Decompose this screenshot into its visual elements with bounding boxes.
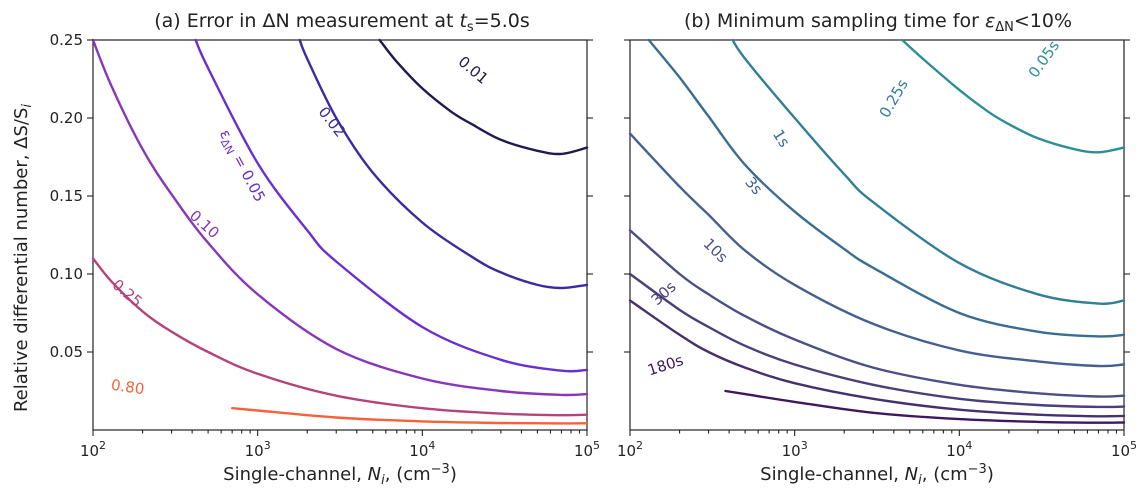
contour-label-0.01: 0.01 [455,53,492,88]
contour-label-10s: 10s [700,235,732,267]
panel-a-y-ticks: 0.05 0.10 0.15 0.20 0.25 [50,31,593,361]
x-tick-label: 105 [574,439,600,460]
contour-line-b-2 [628,272,1126,409]
contour-label-0.80: 0.80 [110,376,146,398]
panel-b-frame [629,39,1125,431]
panel-b-contour-labels: 0.05s 0.25s 1s 3s 10s 30s 180s [645,37,1063,379]
y-tick-label: 0.10 [50,265,83,283]
y-tick-label: 0.20 [50,109,83,127]
y-tick-label: 0.15 [50,187,83,205]
panel-b-curves [628,38,1126,424]
panel-b-x-ticks: 102 103 104 105 [617,430,1137,460]
panel-a-curves [91,38,589,425]
panel-b-y-ticks [624,39,1130,353]
y-axis-label: Relative differential number, ΔS/Si [11,104,35,412]
contour-line-b-7 [901,38,1126,154]
contour-line-a-3 [194,38,589,373]
contour-label-0.25: 0.25 [109,276,146,311]
panel-a-title: (a) Error in ΔN measurement at ts=5.0s [154,10,529,35]
y-tick-label: 0.25 [50,31,83,49]
contour-line-a-1 [91,257,589,417]
panel-a-frame [92,39,588,431]
y-tick-label: 0.05 [50,343,83,361]
panel-b-x-axis-label: Single-channel, Ni, (cm−3) [760,462,994,488]
contour-label-3s: 3s [741,173,766,198]
contour-label-0.05s: 0.05s [1025,37,1063,81]
contour-label-30s: 30s [648,277,680,309]
x-tick-label: 103 [245,439,271,460]
contour-line-a-2 [91,38,589,397]
contour-line-a-4 [298,38,589,290]
panel-a: (a) Error in ΔN measurement at ts=5.0s 1… [50,10,600,488]
contour-label-180s: 180s [645,351,685,379]
x-tick-label: 105 [1111,439,1137,460]
contour-line-b-0 [724,389,1126,424]
contour-line-b-6 [731,38,1126,306]
x-tick-label: 102 [617,439,643,460]
contour-line-b-5 [647,38,1126,338]
contour-line-b-1 [628,299,1126,418]
panel-a-x-ticks: 102 103 104 105 [80,430,600,460]
panel-a-contour-labels: 0.01 0.02 εΔN = 0.05 0.10 0.25 0.80 [109,53,492,399]
panel-b-title: (b) Minimum sampling time for εΔN<10% [684,10,1072,35]
contour-line-b-4 [628,132,1126,368]
contour-line-b-3 [628,229,1126,398]
x-tick-label: 103 [782,439,808,460]
contour-line-a-5 [378,38,589,156]
contour-line-a-0 [231,407,589,425]
panel-a-x-axis-label: Single-channel, Ni, (cm−3) [223,462,457,488]
x-tick-label: 102 [80,439,106,460]
x-tick-label: 104 [946,439,972,460]
x-tick-label: 104 [409,439,435,460]
contour-label-0.25s: 0.25s [876,76,912,121]
panel-b: (b) Minimum sampling time for εΔN<10% 10… [617,10,1137,488]
contour-label-1s: 1s [769,126,794,150]
contour-label-0.02: 0.02 [315,103,350,140]
